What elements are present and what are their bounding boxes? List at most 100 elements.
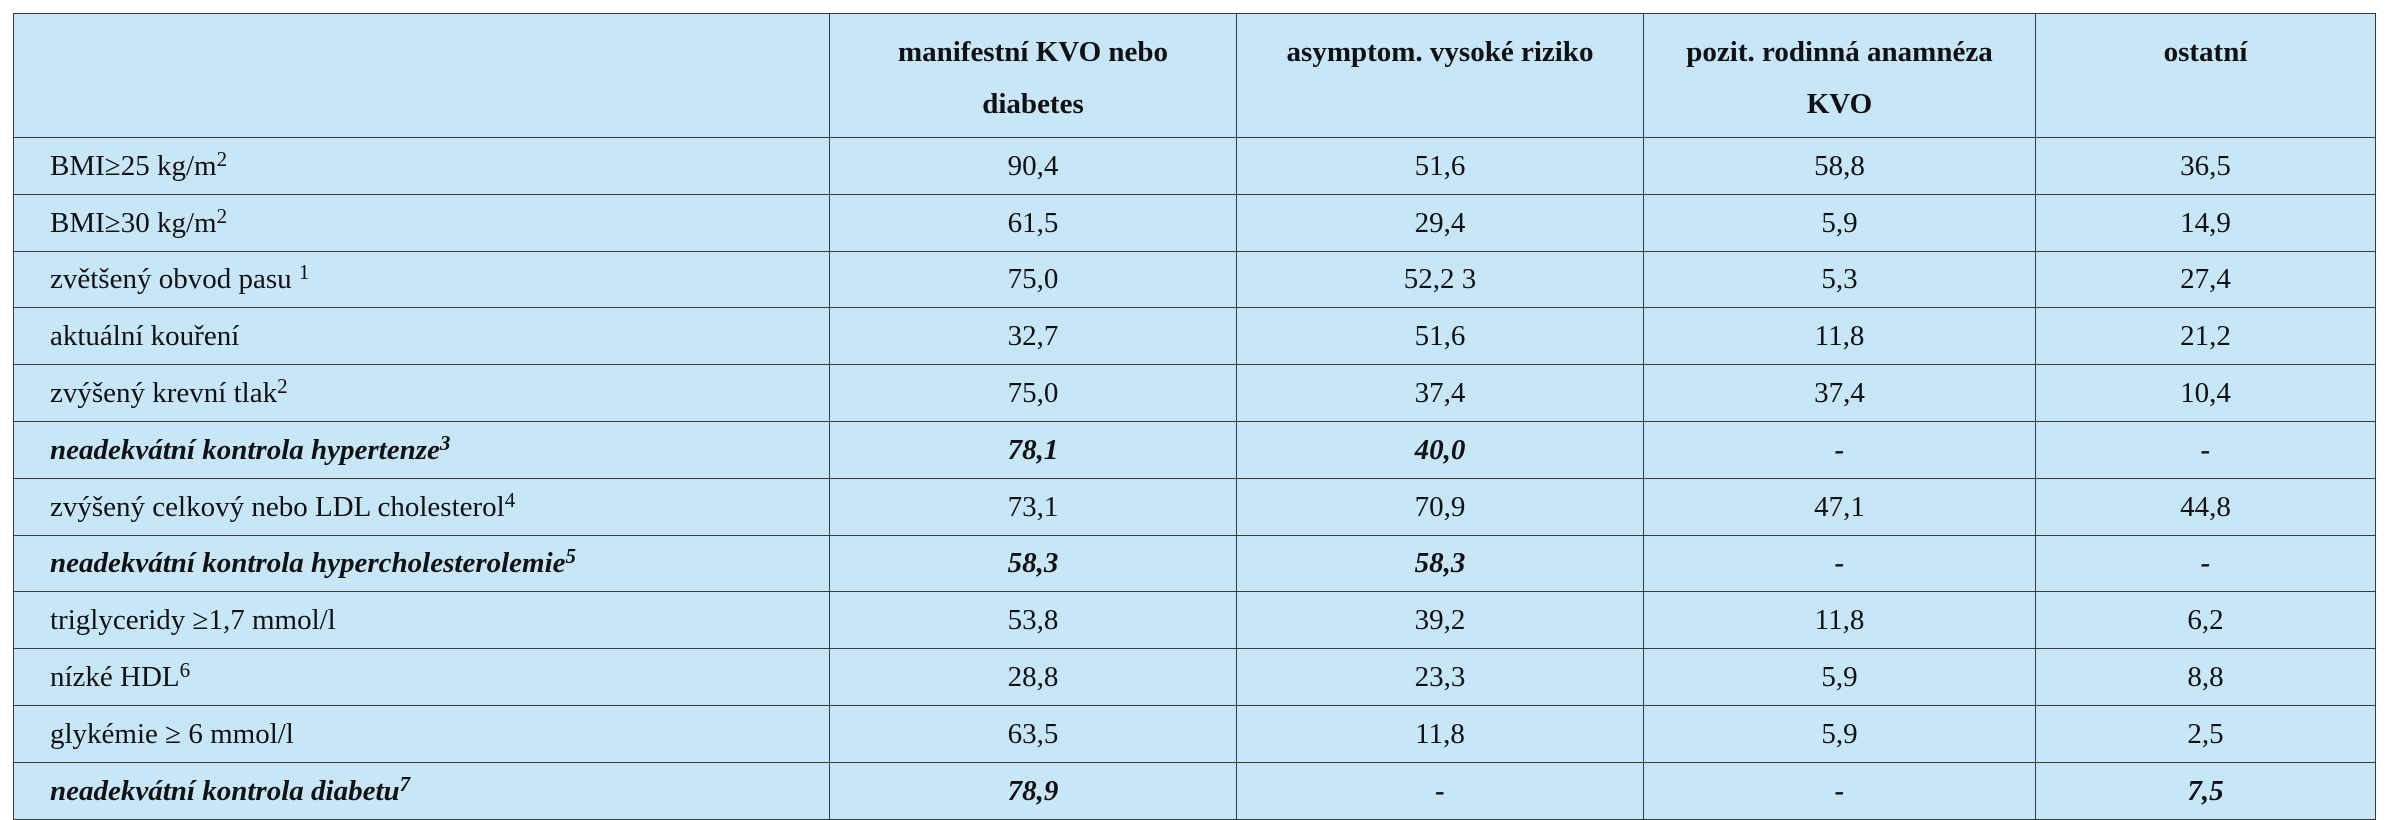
row-label: nízké HDL6 <box>13 648 830 706</box>
row-label-text: neadekvátní kontrola hypertenze <box>50 433 440 466</box>
header-row: manifestní KVO nebo diabetes asymptom. v… <box>13 13 2376 138</box>
value-cell: 5,3 <box>1643 250 2036 309</box>
value-cell: 47,1 <box>1643 477 2036 536</box>
value-cell: 53,8 <box>829 591 1237 650</box>
value-cell: 51,6 <box>1236 307 1644 366</box>
footnote-marker: 3 <box>439 430 451 455</box>
row-label-text: zvýšený celkový nebo LDL cholesterol <box>50 490 505 523</box>
row-label-text: triglyceridy ≥1,7 mmol/l <box>50 604 336 637</box>
value-cell: 75,0 <box>829 364 1237 422</box>
value-cell: 8,8 <box>2035 648 2376 706</box>
value-cell: 29,4 <box>1236 193 1644 252</box>
value-cell: - <box>2035 534 2376 593</box>
footnote-marker: 2 <box>277 373 288 398</box>
table-body: BMI≥25 kg/m2 90,4 51,6 58,8 36,5 BMI≥30 kg/m2… <box>13 137 2376 820</box>
value-cell: 90,4 <box>829 137 1237 195</box>
value-cell: - <box>1236 761 1644 820</box>
value-cell: 70,9 <box>1236 477 1644 536</box>
table-row: nízké HDL6 28,8 23,3 5,9 8,8 <box>13 648 2376 706</box>
value-cell: 11,8 <box>1643 307 2036 366</box>
table-row: BMI≥25 kg/m2 90,4 51,6 58,8 36,5 <box>13 137 2376 195</box>
header-other: ostatní <box>2035 13 2376 138</box>
table-row: triglyceridy ≥1,7 mmol/l 53,8 39,2 11,8 6,2 <box>13 591 2376 650</box>
row-label-text: aktuální kouření <box>50 320 240 353</box>
row-label: zvýšený celkový nebo LDL cholesterol4 <box>13 477 830 536</box>
footnote-marker: 6 <box>179 657 191 682</box>
value-cell: 63,5 <box>829 704 1237 763</box>
value-cell: 40,0 <box>1236 420 1644 479</box>
footnote-marker: 1 <box>298 260 310 285</box>
value-cell: 78,9 <box>829 761 1237 820</box>
row-label-text: BMI≥25 kg/m <box>50 149 217 182</box>
value-cell: 6,2 <box>2035 591 2376 650</box>
value-cell: 58,8 <box>1643 137 2036 195</box>
table-row: zvýšený celkový nebo LDL cholesterol4 73,… <box>13 477 2376 536</box>
value-cell: 5,9 <box>1643 193 2036 252</box>
table-row: BMI≥30 kg/m2 61,5 29,4 5,9 14,9 <box>13 193 2376 252</box>
table-row: neadekvátní kontrola hypercholesterolemi… <box>13 534 2376 593</box>
row-label: neadekvátní kontrola hypertenze3 <box>13 420 830 479</box>
footnote-marker: 4 <box>504 487 516 512</box>
header-family-history: pozit. rodinná anamnéza KVO <box>1643 13 2036 138</box>
table-row: glykémie ≥ 6 mmol/l 63,5 11,8 5,9 2,5 <box>13 704 2376 763</box>
header-cell-empty <box>13 13 830 138</box>
value-cell: 28,8 <box>829 648 1237 706</box>
row-label-text: nízké HDL <box>50 660 180 693</box>
value-cell: 78,1 <box>829 420 1237 479</box>
footnote-marker: 7 <box>399 771 411 796</box>
table-row: neadekvátní kontrola hypertenze3 78,1 40,0… <box>13 420 2376 479</box>
value-cell: 58,3 <box>1236 534 1644 593</box>
value-cell: 21,2 <box>2035 307 2376 366</box>
row-label-text: glykémie ≥ 6 mmol/l <box>50 717 294 750</box>
value-cell: 37,4 <box>1643 364 2036 422</box>
row-label-text: BMI≥30 kg/m <box>50 206 217 239</box>
value-cell: 52,2 3 <box>1236 250 1644 309</box>
row-label: glykémie ≥ 6 mmol/l <box>13 704 830 763</box>
row-label: neadekvátní kontrola hypercholesterolemi… <box>13 534 830 593</box>
table-row: aktuální kouření 32,7 51,6 11,8 21,2 <box>13 307 2376 366</box>
value-cell: 61,5 <box>829 193 1237 252</box>
data-table: manifestní KVO nebo diabetes asymptom. v… <box>13 13 2376 820</box>
value-cell: 39,2 <box>1236 591 1644 650</box>
table-row: neadekvátní kontrola diabetu7 78,9- -7,5 <box>13 761 2376 820</box>
value-cell: 51,6 <box>1236 137 1644 195</box>
row-label: BMI≥25 kg/m2 <box>13 137 830 195</box>
footnote-marker: 2 <box>216 203 228 228</box>
row-label: BMI≥30 kg/m2 <box>13 193 830 252</box>
value-cell: - <box>2035 420 2376 479</box>
row-label: zvýšený krevní tlak2 <box>13 364 830 422</box>
value-cell: 23,3 <box>1236 648 1644 706</box>
row-label: aktuální kouření <box>13 307 830 366</box>
row-label-text: neadekvátní kontrola hypercholesterolemi… <box>50 547 566 580</box>
value-cell: 10,4 <box>2035 364 2376 422</box>
value-cell: 7,5 <box>2035 761 2376 820</box>
value-cell: 58,3 <box>829 534 1237 593</box>
value-cell: 32,7 <box>829 307 1237 366</box>
footnote-marker: 2 <box>216 146 228 171</box>
value-cell: 27,4 <box>2035 250 2376 309</box>
row-label-text: zvýšený krevní tlak <box>50 376 278 409</box>
header-manifest-kvo: manifestní KVO nebo diabetes <box>829 13 1237 138</box>
table-row: zvětšený obvod pasu 1 75,0 52,2 3 5,3 27,4 <box>13 250 2376 309</box>
value-cell: 5,9 <box>1643 648 2036 706</box>
table-row: zvýšený krevní tlak2 75,0 37,4 37,4 10,4 <box>13 364 2376 422</box>
value-cell: - <box>1643 420 2036 479</box>
value-cell: 36,5 <box>2035 137 2376 195</box>
value-cell: 37,4 <box>1236 364 1644 422</box>
row-label: zvětšený obvod pasu 1 <box>13 250 830 309</box>
row-label: neadekvátní kontrola diabetu7 <box>13 761 830 820</box>
value-cell: 44,8 <box>2035 477 2376 536</box>
header-asymptom-risk: asymptom. vysoké riziko <box>1236 13 1644 138</box>
row-label: triglyceridy ≥1,7 mmol/l <box>13 591 830 650</box>
value-cell: 75,0 <box>829 250 1237 309</box>
row-label-text: zvětšený obvod pasu <box>50 263 299 296</box>
value-cell: 73,1 <box>829 477 1237 536</box>
value-cell: 2,5 <box>2035 704 2376 763</box>
value-cell: 14,9 <box>2035 193 2376 252</box>
value-cell: - <box>1643 534 2036 593</box>
value-cell: 11,8 <box>1643 591 2036 650</box>
row-label-text: neadekvátní kontrola diabetu <box>50 774 400 807</box>
value-cell: 5,9 <box>1643 704 2036 763</box>
value-cell: - <box>1643 761 2036 820</box>
footnote-marker: 5 <box>565 544 577 569</box>
